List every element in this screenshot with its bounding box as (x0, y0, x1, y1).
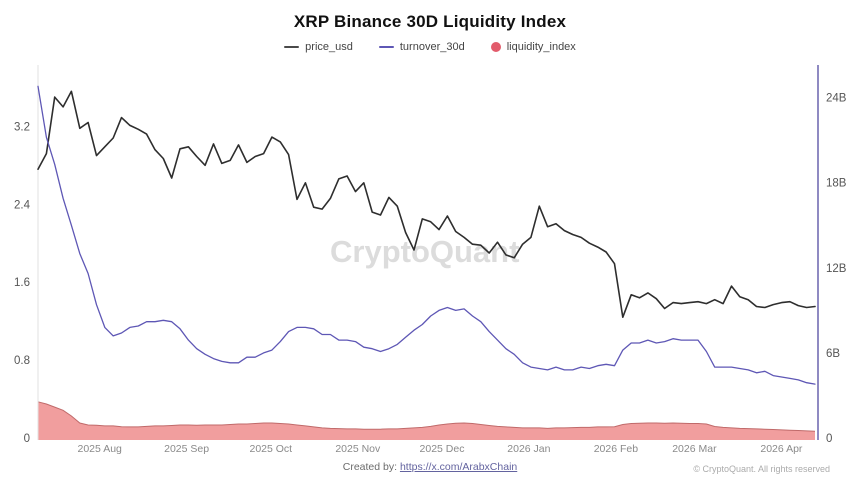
liquidity-chart-svg[interactable]: CryptoQuant3.22.41.60.8024B18B12B6B02025… (0, 60, 860, 460)
legend-item-turnover-30d[interactable]: turnover_30d (378, 41, 465, 53)
x-axis-tick: 2026 Apr (760, 443, 803, 455)
created-by-label: Created by: (342, 461, 398, 473)
left-axis-tick: 0 (24, 433, 30, 445)
x-axis-tick: 2025 Oct (249, 443, 292, 455)
left-axis-tick: 3.2 (14, 121, 30, 133)
x-axis-tick: 2026 Jan (507, 443, 550, 455)
right-axis-tick: 12B (826, 263, 847, 275)
chart-title: XRP Binance 30D Liquidity Index (293, 12, 567, 31)
legend-label: price_usd (305, 41, 353, 53)
x-axis-tick: 2026 Mar (672, 443, 717, 455)
turnover_30d-line (37, 85, 816, 385)
right-axis-tick: 6B (826, 348, 840, 360)
chart-plot[interactable]: CryptoQuant 3.2 2.4 1.6 0.8 0 24B 18B 12B 6B 0 2025… (0, 60, 860, 460)
x-axis-tick: 2025 Nov (335, 443, 381, 455)
x-axis-tick: 2026 Feb (594, 443, 639, 455)
right-axis-tick: 0 (826, 433, 832, 445)
legend-label: liquidity_index (506, 41, 576, 53)
legend: price_usd turnover_30d liquidity_index (0, 41, 860, 53)
copyright-text: © CryptoQuant. All rights reserved (693, 464, 830, 474)
x-axis-tick: 2025 Aug (78, 443, 123, 455)
liquidity-dot-swatch-icon (490, 42, 501, 52)
right-axis-tick: 24B (826, 93, 847, 105)
created-by: Created by: https://x.com/ArabxChain (0, 461, 860, 473)
left-axis-tick: 2.4 (14, 199, 31, 211)
right-axis-tick: 18B (826, 178, 847, 190)
x-axis-tick: 2025 Dec (420, 443, 465, 455)
turnover-line-swatch-icon (378, 46, 394, 48)
liquidity_index-edge (37, 401, 816, 432)
price-line-swatch-icon (284, 46, 300, 48)
creator-link[interactable]: https://x.com/ArabxChain (399, 461, 518, 473)
legend-item-price-usd[interactable]: price_usd (284, 41, 353, 53)
legend-item-liquidity-index[interactable]: liquidity_index (490, 41, 576, 53)
x-axis-tick: 2025 Sep (164, 443, 209, 455)
left-axis-tick: 0.8 (14, 355, 30, 367)
liquidity_index-area (38, 401, 815, 440)
left-axis-tick: 1.6 (14, 277, 30, 289)
price_usd-line (37, 90, 816, 319)
legend-label: turnover_30d (399, 41, 465, 53)
